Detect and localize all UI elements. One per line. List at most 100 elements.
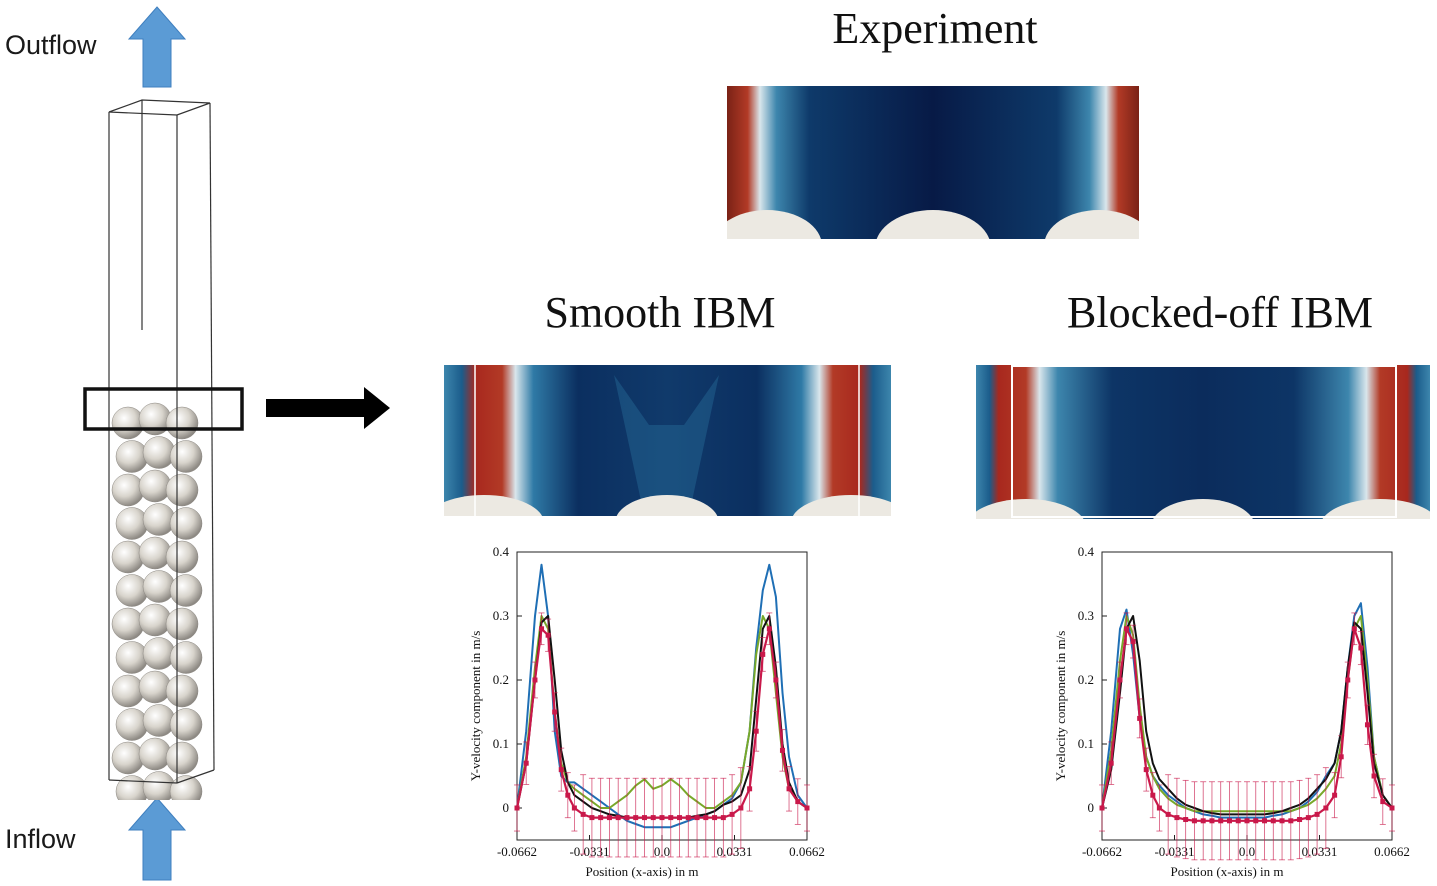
packing-sphere xyxy=(115,574,149,607)
data-point xyxy=(738,805,744,811)
y-axis-title: Y-velocity component in m/s xyxy=(1053,631,1068,782)
data-point xyxy=(571,805,577,811)
packing-sphere xyxy=(138,737,172,771)
packing-sphere xyxy=(138,469,172,503)
data-point xyxy=(685,815,691,821)
data-point xyxy=(1156,805,1162,811)
x-axis-title: Position (x-axis) in m xyxy=(585,864,698,879)
data-point xyxy=(523,760,529,766)
data-point xyxy=(1380,799,1386,805)
data-point xyxy=(1244,818,1250,824)
packing-sphere xyxy=(138,603,172,637)
data-point xyxy=(580,811,586,817)
data-point xyxy=(1288,818,1294,824)
data-point xyxy=(1226,818,1232,824)
experiment-velocity-field xyxy=(727,86,1139,239)
data-point xyxy=(1200,818,1206,824)
data-point xyxy=(1191,818,1197,824)
y-tick-label: 0 xyxy=(1088,800,1095,815)
data-point xyxy=(720,815,726,821)
inflow-arrow xyxy=(127,797,187,881)
data-point xyxy=(659,815,665,821)
packing-sphere xyxy=(111,540,145,574)
x-tick-label: 0.0662 xyxy=(1374,844,1410,859)
data-point xyxy=(1345,677,1351,683)
data-point xyxy=(1351,626,1357,632)
data-point xyxy=(1099,805,1105,811)
outflow-arrow xyxy=(127,6,187,88)
packing-sphere xyxy=(142,570,176,603)
data-point xyxy=(773,677,779,683)
packing-sphere xyxy=(115,708,149,741)
data-point xyxy=(539,626,545,632)
data-point xyxy=(694,815,700,821)
x-tick-label: -0.0331 xyxy=(1154,844,1194,859)
packing-sphere xyxy=(115,507,149,540)
data-point xyxy=(514,805,520,811)
data-point xyxy=(1358,645,1364,651)
packing-sphere xyxy=(165,607,199,641)
y-axis-title: Y-velocity component in m/s xyxy=(468,631,483,782)
packing-sphere xyxy=(169,641,203,674)
data-point xyxy=(615,815,621,821)
data-point xyxy=(1297,817,1303,823)
packing-sphere xyxy=(142,637,176,670)
packing-sphere xyxy=(169,775,203,800)
data-point xyxy=(1183,817,1189,823)
data-point xyxy=(545,632,551,638)
packing-sphere xyxy=(142,704,176,737)
y-tick-label: 0.3 xyxy=(493,608,509,623)
data-point xyxy=(1218,818,1224,824)
data-point xyxy=(532,677,538,683)
data-point xyxy=(606,815,612,821)
data-point xyxy=(712,815,718,821)
right-arrow-icon xyxy=(266,387,390,429)
data-point xyxy=(1137,715,1143,721)
y-tick-label: 0.4 xyxy=(1078,544,1095,559)
packing-sphere xyxy=(169,574,203,607)
data-point xyxy=(729,811,735,817)
data-point xyxy=(1323,805,1329,811)
data-point xyxy=(1364,722,1370,728)
x-tick-label: -0.0331 xyxy=(569,844,609,859)
y-tick-label: 0.4 xyxy=(493,544,510,559)
x-axis-title: Position (x-axis) in m xyxy=(1170,864,1283,879)
data-point xyxy=(795,799,801,805)
packed-bed-column xyxy=(83,99,244,800)
outflow-label: Outflow xyxy=(5,30,97,60)
data-point xyxy=(1371,773,1377,779)
packing-sphere xyxy=(111,473,145,507)
packing-sphere xyxy=(142,503,176,536)
data-point xyxy=(1253,818,1259,824)
y-tick-label: 0.1 xyxy=(1078,736,1094,751)
data-point xyxy=(650,815,656,821)
packing-sphere xyxy=(111,406,145,440)
packing-sphere xyxy=(111,741,145,775)
smooth-ibm-velocity-chart: -0.0662 -0.0331 0.0 0.0331 0.066200.10.20.30… xyxy=(468,544,825,879)
packing-sphere xyxy=(169,507,203,540)
data-point xyxy=(1117,677,1123,683)
packing-sphere xyxy=(115,641,149,674)
data-point xyxy=(1389,805,1395,811)
data-point xyxy=(1332,792,1338,798)
experiment-title: Experiment xyxy=(832,4,1038,53)
data-point xyxy=(598,815,604,821)
data-point xyxy=(1338,754,1344,760)
data-point xyxy=(747,786,753,792)
data-point xyxy=(804,805,810,811)
data-point xyxy=(633,815,639,821)
data-point xyxy=(1143,767,1149,773)
data-point xyxy=(565,792,571,798)
data-point xyxy=(624,815,630,821)
data-point xyxy=(753,728,759,734)
x-tick-label: -0.0662 xyxy=(497,844,537,859)
packing-sphere xyxy=(165,473,199,507)
y-tick-label: 0.3 xyxy=(1078,608,1094,623)
packing-sphere xyxy=(165,406,199,440)
y-tick-label: 0 xyxy=(503,800,510,815)
data-point xyxy=(760,651,766,657)
data-point xyxy=(703,815,709,821)
x-tick-label: 0.0331 xyxy=(717,844,753,859)
data-point xyxy=(1108,760,1114,766)
data-point xyxy=(1174,815,1180,821)
